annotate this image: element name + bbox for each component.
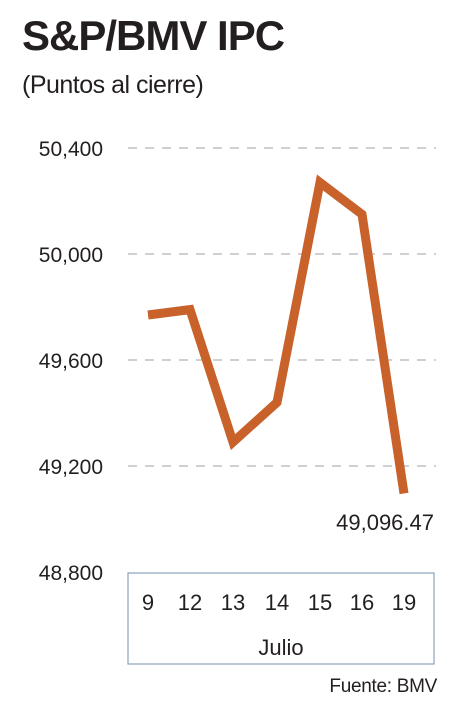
x-axis-tick-labels: 9 12 13 14 15 16 19 [142, 590, 416, 615]
x-tick-label: 15 [308, 590, 332, 615]
x-tick-label: 19 [392, 590, 416, 615]
x-tick-label: 13 [221, 590, 245, 615]
y-tick-label: 49,200 [39, 456, 103, 479]
chart-title: S&P/BMV IPC [22, 12, 285, 59]
x-axis-label: Julio [258, 635, 303, 660]
y-tick-label: 49,600 [39, 350, 103, 373]
chart-subtitle: (Puntos al cierre) [22, 71, 204, 99]
y-axis-tick-labels: 50,400 50,000 49,600 49,200 48,800 [39, 138, 103, 585]
y-tick-label: 50,000 [39, 244, 103, 267]
series-line-layer [147, 174, 409, 495]
x-tick-label: 9 [142, 590, 154, 615]
y-tick-label: 50,400 [39, 138, 103, 161]
series-line [147, 174, 409, 495]
y-tick-label: 48,800 [39, 562, 103, 585]
source-note: Fuente: BMV [329, 676, 437, 697]
data-label: 49,096.47 [336, 510, 434, 535]
x-tick-label: 14 [265, 590, 289, 615]
x-tick-label: 12 [178, 590, 202, 615]
annotation-layer: 49,096.47 [336, 510, 434, 535]
x-axis-box [127, 572, 435, 665]
x-tick-label: 16 [350, 590, 374, 615]
